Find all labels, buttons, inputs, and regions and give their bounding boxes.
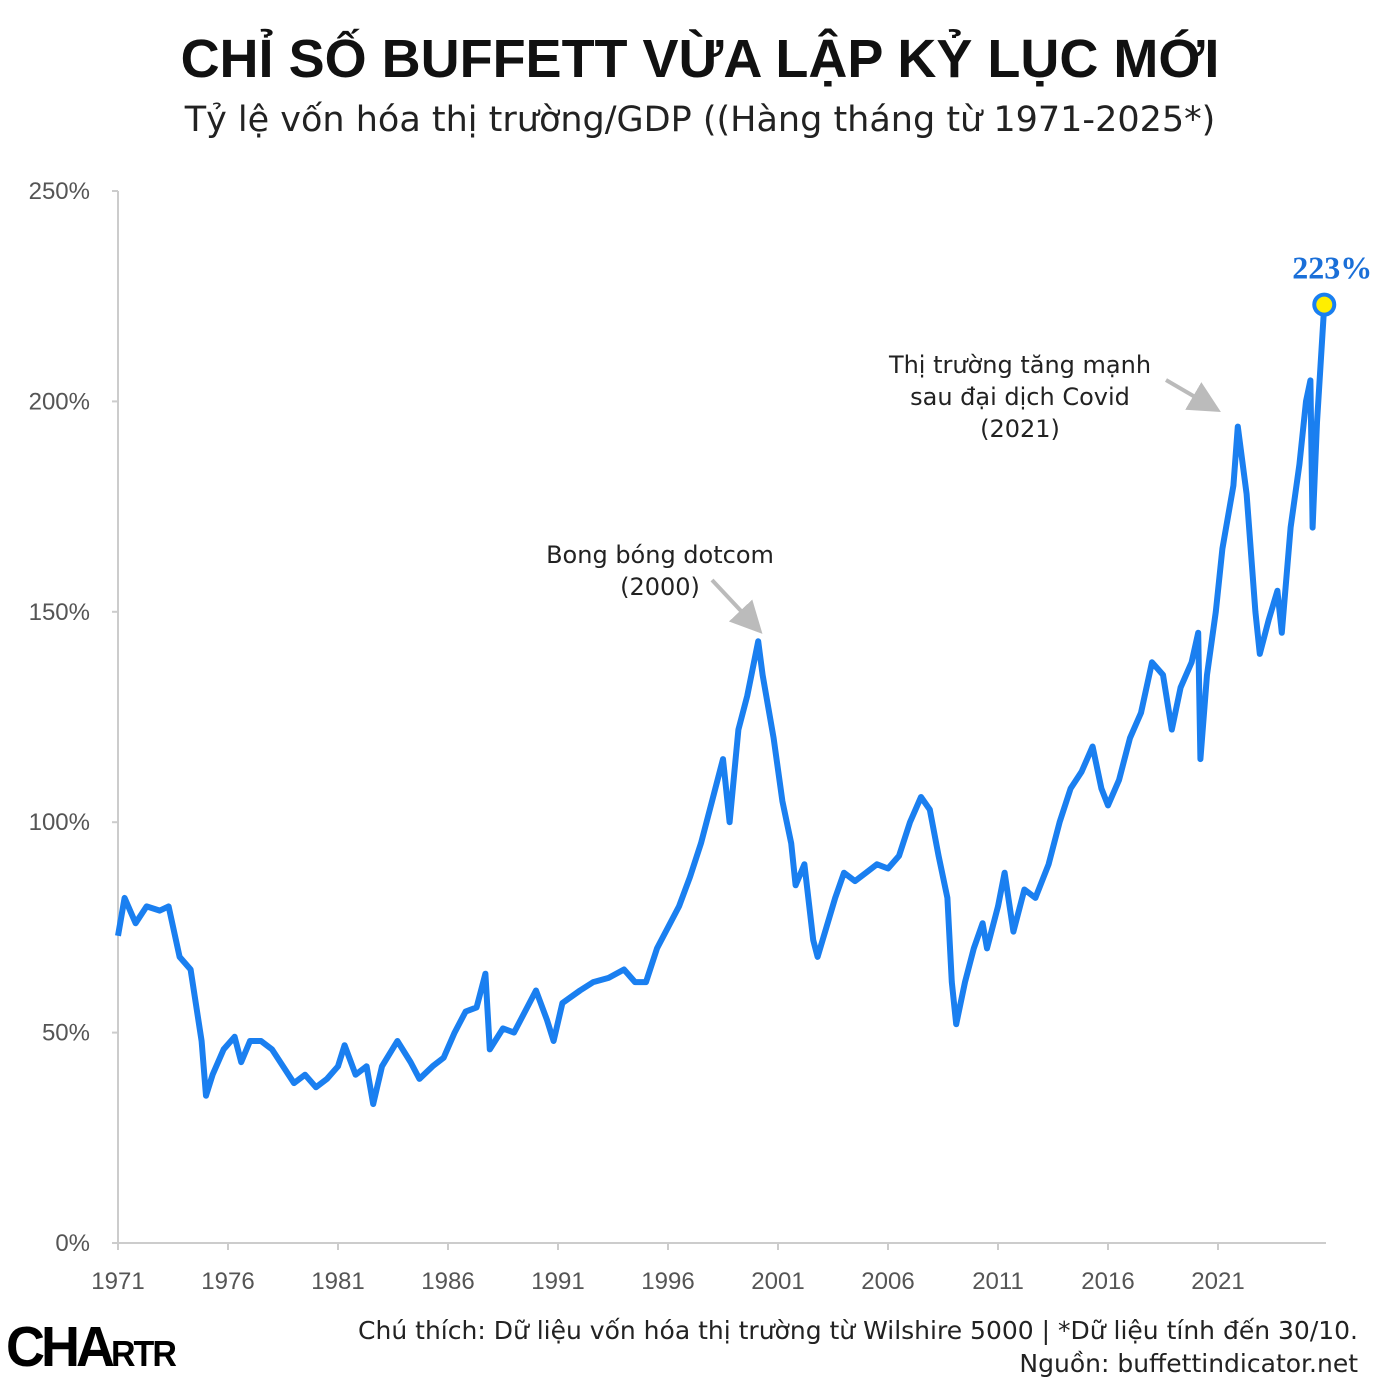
annotation-arrow-icon [1164,378,1221,413]
chartr-logo: CHARTR [6,1315,177,1379]
x-tick-label: 1986 [421,1268,474,1295]
x-tick-label: 2006 [861,1268,914,1295]
x-tick-label: 2016 [1081,1268,1134,1295]
annotation-arrow-icon [710,578,763,634]
annotation-text: Bong bóng dotcom [546,541,774,569]
latest-value-label: 223% [1292,250,1372,286]
y-tick-label: 50% [42,1020,90,1047]
x-tick-label: 1991 [531,1268,584,1295]
annotation-text: Thị trường tăng mạnh [888,351,1151,379]
annotation-text: (2000) [620,573,700,601]
x-tick-label: 2001 [751,1268,804,1295]
y-tick-label: 150% [29,599,90,626]
footer-notes: Chú thích: Dữ liệu vốn hóa thị trường từ… [358,1314,1358,1380]
y-tick-label: 0% [55,1230,90,1257]
y-tick-label: 250% [29,178,90,205]
x-tick-label: 1996 [641,1268,694,1295]
chart-subtitle: Tỷ lệ vốn hóa thị trường/GDP ((Hàng thán… [184,100,1216,140]
y-tick-label: 200% [29,388,90,415]
y-tick-label: 100% [29,809,90,836]
annotation-text: sau đại dịch Covid [910,383,1130,411]
chart-title: CHỈ SỐ BUFFETT VỪA LẬP KỶ LỤC MỚI [180,29,1220,89]
x-tick-label: 1971 [91,1268,144,1295]
x-tick-label: 2021 [1191,1268,1244,1295]
x-tick-label: 1981 [311,1268,364,1295]
annotation-text: (2021) [980,415,1060,443]
x-tick-label: 1976 [201,1268,254,1295]
x-tick-label: 2011 [972,1268,1024,1295]
latest-point-marker [1312,292,1337,317]
series-line [115,304,1328,1108]
footnote: Chú thích: Dữ liệu vốn hóa thị trường từ… [358,1316,1358,1345]
source: Nguồn: buffettindicator.net [1019,1349,1358,1378]
